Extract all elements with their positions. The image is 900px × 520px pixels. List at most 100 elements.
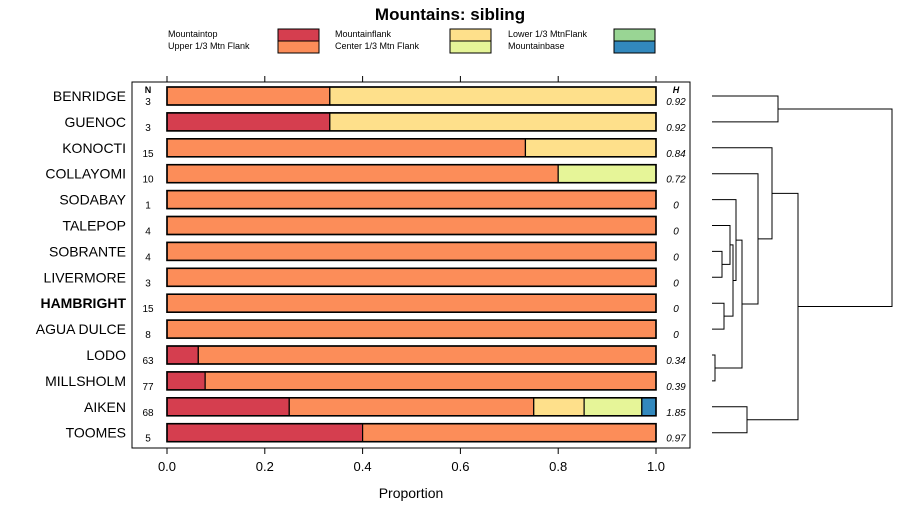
bar-row-millsholm (166, 371, 657, 391)
bar-outline-guenoc (166, 112, 657, 132)
bar-row-aiken (166, 396, 657, 417)
row-label-aiken: AIKEN (84, 399, 126, 415)
h-value-guenoc: 0.92 (666, 123, 686, 134)
bar-segment-guenoc-mountainflank (329, 112, 657, 132)
n-value-agua-dulce: 8 (145, 330, 151, 341)
bar-outline-toomes (166, 422, 657, 443)
bar-outline-hambright (166, 293, 657, 314)
row-label-sodabay: SODABAY (59, 192, 126, 208)
bar-segment-benridge-upper-1-3-mtn-flank (166, 86, 331, 106)
n-value-sobrante: 4 (145, 252, 151, 263)
legend: Mountaintop Upper 1/3 Mtn Flank Mountainfl… (168, 28, 656, 54)
bar-segment-hambright-upper-1-3-mtn-flank (166, 293, 657, 313)
legend-label-center-1-3-mtn-flank: Center 1/3 Mtn Flank (335, 41, 420, 51)
dendro-link-1 (712, 95, 779, 123)
row-label-millsholm: MILLSHOLM (45, 373, 126, 389)
legend-label-mountainbase: Mountainbase (508, 41, 565, 51)
h-value-konocti: 0.84 (666, 149, 686, 160)
legend-label-mountaintop: Mountaintop (168, 29, 218, 39)
legend-swatch-lower-1-3-mtnflank (613, 28, 656, 42)
bar-segment-toomes-upper-1-3-mtn-flank (362, 423, 657, 443)
h-value-benridge: 0.92 (666, 97, 686, 108)
dendro-link-6 (712, 199, 737, 282)
n-value-livermore: 3 (145, 278, 151, 289)
bar-segment-aiken-center-1-3-mtn-flank (583, 397, 643, 417)
bar-outline-sodabay (166, 189, 657, 210)
bar-row-hambright (166, 293, 657, 314)
h-value-collayomi: 0.72 (666, 175, 686, 186)
bar-segment-collayomi-upper-1-3-mtn-flank (166, 164, 559, 184)
bar-segment-konocti-upper-1-3-mtn-flank (166, 138, 527, 158)
bar-segment-guenoc-mountaintop (166, 112, 331, 132)
h-value-sodabay: 0 (673, 201, 679, 212)
bar-row-guenoc (166, 112, 657, 132)
h-value-lodo: 0.34 (666, 356, 686, 367)
bars (166, 86, 657, 443)
bar-outline-agua-dulce (166, 319, 657, 339)
h-value-sobrante: 0 (673, 252, 679, 263)
bar-segment-aiken-mountaintop (166, 397, 290, 417)
h-value-hambright: 0 (673, 304, 679, 315)
n-value-talepop: 4 (145, 227, 151, 238)
bar-segment-konocti-mountainflank (524, 138, 657, 158)
bar-segment-aiken-mountainbase (641, 397, 657, 417)
bar-outline-millsholm (166, 371, 657, 391)
row-label-hambright: HAMBRIGHT (40, 295, 126, 311)
dendro-link-5 (724, 244, 734, 317)
x-tick-label-2: 0.4 (354, 459, 372, 474)
bar-segment-toomes-mountaintop (166, 423, 364, 443)
x-axis-label: Proportion (379, 485, 444, 501)
n-header: N (145, 85, 152, 95)
n-value-benridge: 3 (145, 97, 151, 108)
bar-outline-collayomi (166, 163, 657, 184)
bar-segment-sodabay-upper-1-3-mtn-flank (166, 190, 657, 210)
legend-swatch-upper-1-3-mtn-flank (277, 40, 320, 54)
bar-segment-talepop-upper-1-3-mtn-flank (166, 215, 657, 236)
row-label-toomes: TOOMES (66, 425, 126, 441)
bar-row-talepop (166, 215, 657, 236)
dendro-link-11 (712, 406, 748, 434)
bar-segment-collayomi-center-1-3-mtn-flank (557, 164, 657, 184)
bar-row-agua-dulce (166, 319, 657, 339)
row-label-collayomi: COLLAYOMI (45, 166, 126, 182)
bar-row-sodabay (166, 189, 657, 210)
dendro-link-2 (712, 250, 723, 278)
h-value-talepop: 0 (673, 227, 679, 238)
legend-label-mountainflank: Mountainflank (335, 29, 392, 39)
dendro-link-9 (712, 173, 759, 305)
axes: 0.0 0.2 0.4 0.6 0.8 1.0 (158, 76, 665, 474)
bar-segment-benridge-mountainflank (329, 86, 657, 106)
legend-swatch-center-1-3-mtn-flank (449, 40, 492, 54)
n-value-hambright: 15 (142, 304, 154, 315)
n-value-guenoc: 3 (145, 123, 151, 134)
h-value-toomes: 0.97 (666, 434, 686, 445)
row-label-guenoc: GUENOC (65, 114, 126, 130)
bar-row-lodo (166, 345, 657, 365)
n-value-toomes: 5 (145, 434, 151, 445)
bar-segment-millsholm-upper-1-3-mtn-flank (204, 371, 657, 391)
bar-row-benridge (166, 86, 657, 106)
bar-row-konocti (166, 138, 657, 158)
bar-segment-livermore-upper-1-3-mtn-flank (166, 267, 657, 287)
legend-swatch-mountainflank (449, 28, 492, 42)
row-label-talepop: TALEPOP (62, 218, 126, 234)
h-value-millsholm: 0.39 (666, 382, 686, 393)
bar-row-collayomi (166, 163, 657, 184)
bar-row-sobrante (166, 241, 657, 262)
chart-title: Mountains: sibling (375, 5, 525, 24)
bar-row-livermore (166, 267, 657, 288)
bar-outline-konocti (166, 138, 657, 158)
bar-outline-talepop (166, 215, 657, 236)
dendro-link-8 (715, 239, 743, 369)
bar-outline-aiken (166, 396, 657, 417)
dendro-link-3 (712, 302, 725, 330)
n-value-lodo: 63 (142, 356, 154, 367)
row-label-sobrante: SOBRANTE (49, 243, 126, 259)
bar-outline-benridge (166, 86, 657, 106)
legend-swatch-mountainbase (613, 40, 656, 54)
row-label-konocti: KONOCTI (62, 140, 126, 156)
dendro-link-4 (712, 225, 731, 265)
bar-segment-millsholm-mountaintop (166, 371, 206, 391)
